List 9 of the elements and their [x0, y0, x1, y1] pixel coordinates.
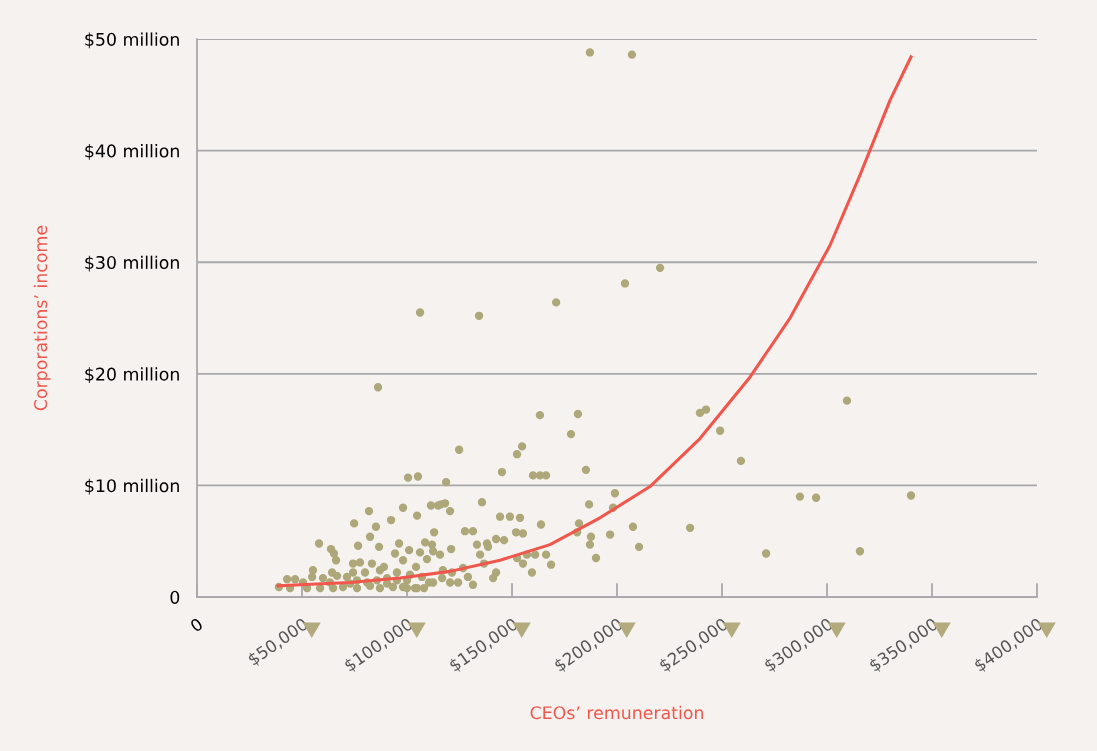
y-tick-label: 0	[170, 590, 180, 604]
x-axis-title: CEOs’ remuneration	[530, 705, 703, 720]
y-axis-title: Corporations’ income	[33, 225, 51, 411]
y-tick-label: $40 million	[85, 144, 179, 160]
y-tick-label: $10 million	[85, 478, 179, 495]
y-tick-label: $30 million	[85, 255, 179, 272]
x-tick-label: 0	[189, 617, 204, 633]
y-tick-label: $20 million	[85, 367, 179, 383]
y-tick-label: $50 million	[85, 32, 179, 49]
